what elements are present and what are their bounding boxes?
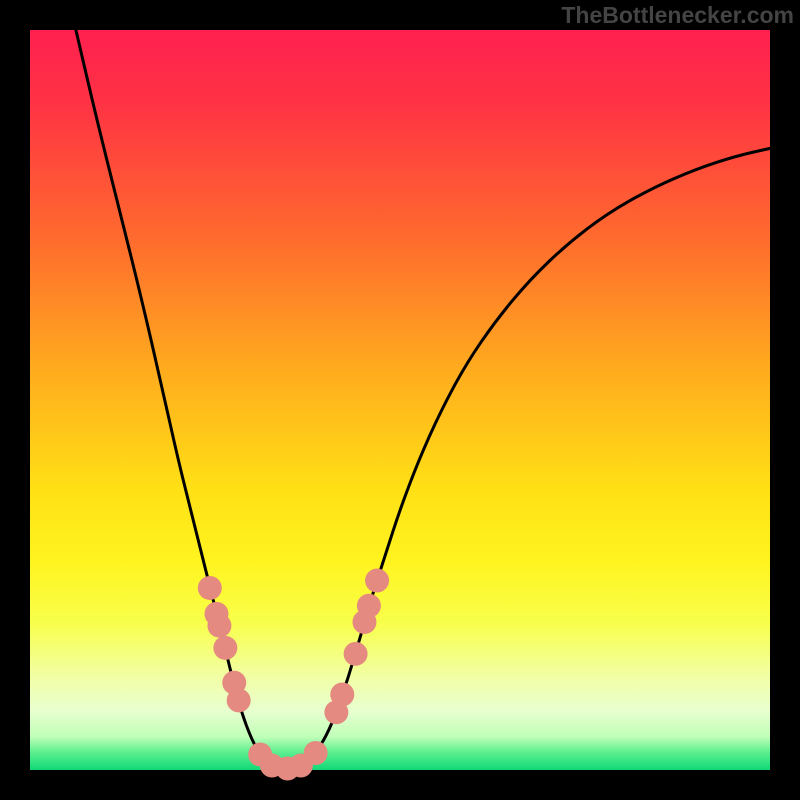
- watermark-text: TheBottlenecker.com: [561, 2, 794, 29]
- data-marker: [330, 683, 354, 707]
- data-marker: [207, 614, 231, 638]
- data-marker: [198, 576, 222, 600]
- chart-frame: TheBottlenecker.com: [0, 0, 800, 800]
- data-marker: [213, 636, 237, 660]
- data-marker: [227, 688, 251, 712]
- data-marker: [357, 594, 381, 618]
- data-marker: [344, 642, 368, 666]
- gradient-background: [30, 30, 770, 770]
- data-marker: [365, 569, 389, 593]
- chart-svg: [0, 0, 800, 800]
- data-marker: [304, 741, 328, 765]
